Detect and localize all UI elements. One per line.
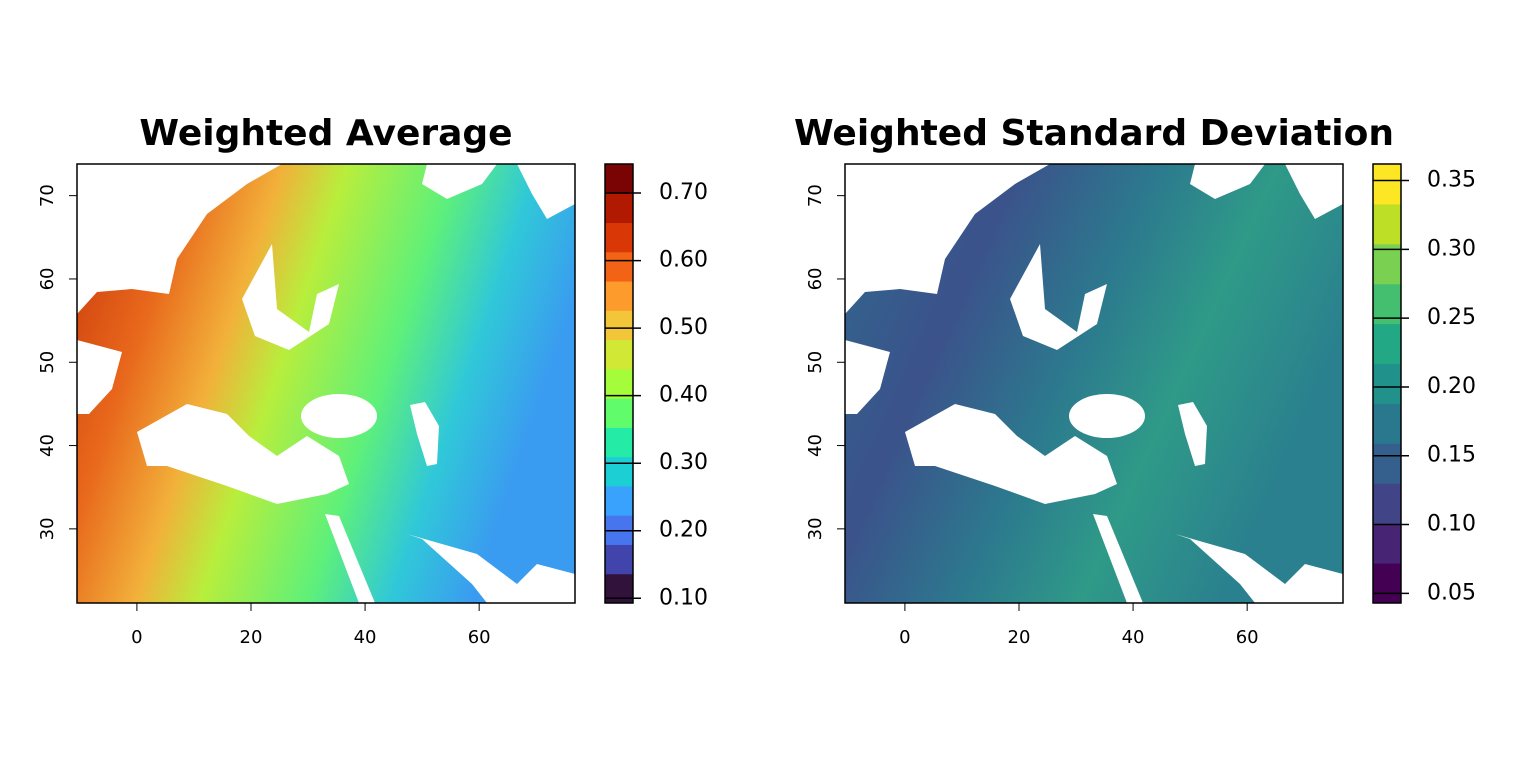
colorbar-tick-label: 0.05: [1427, 580, 1476, 605]
y-tick-label: 30: [805, 517, 826, 540]
y-tick-label: 40: [37, 434, 58, 457]
x-tick-label: 20: [1008, 627, 1031, 648]
x-tick-label: 40: [1122, 627, 1145, 648]
colorbar-segment: [605, 398, 633, 428]
chart-title: Weighted Standard Deviation: [794, 113, 1394, 154]
colorbar-segment: [605, 544, 633, 575]
colorbar-tick-label: 0.10: [1427, 512, 1476, 537]
plot-frame: [76, 163, 576, 604]
x-tick-label: 60: [468, 627, 491, 648]
x-tick-label: 40: [354, 627, 377, 648]
colorbar-segment: [1373, 483, 1401, 524]
x-tick-label: 0: [131, 627, 142, 648]
colorbar-tick-label: 0.20: [659, 518, 708, 543]
colorbar-segment: [605, 193, 633, 224]
colorbar-segment: [1373, 164, 1401, 205]
colorbar-tick-label: 0.20: [1427, 374, 1476, 399]
colorbar-segment: [1373, 243, 1401, 285]
chart-title: Weighted Average: [139, 113, 512, 154]
colorbar-segment: [605, 427, 633, 458]
colorbar-segment: [605, 485, 633, 516]
colorbar-tick-label: 0.30: [1427, 236, 1476, 261]
colorbar-segment: [1373, 403, 1401, 444]
colorbar-segment: [605, 368, 633, 399]
colorbar-tick-label: 0.30: [659, 450, 708, 475]
colorbar-segment: [605, 222, 633, 253]
colorbar-segment: [1373, 323, 1401, 365]
colorbar-tick-label: 0.35: [1427, 168, 1476, 193]
y-tick-label: 30: [37, 517, 58, 540]
colorbar-segment: [1373, 523, 1401, 564]
colorbar-segment: [605, 339, 633, 370]
colorbar-tick-label: 0.60: [659, 248, 708, 273]
x-tick-label: 0: [899, 627, 910, 648]
y-tick-label: 50: [805, 351, 826, 374]
colorbar-segment: [605, 573, 633, 604]
colorbar-segment: [605, 251, 633, 282]
y-tick-label: 70: [37, 184, 58, 207]
y-tick-label: 40: [805, 434, 826, 457]
colorbar-tick-label: 0.70: [659, 180, 708, 205]
colorbar-tick-label: 0.40: [659, 383, 708, 408]
colorbar-frame: [1372, 163, 1402, 604]
colorbar-segment: [1373, 203, 1401, 245]
colorbar-segment: [605, 164, 633, 194]
colorbar-segment: [605, 281, 633, 311]
colorbar-tick-label: 0.50: [659, 315, 708, 340]
x-tick-label: 60: [1236, 627, 1259, 648]
colorbar-tick-label: 0.25: [1427, 305, 1476, 330]
colorbar-segment: [1373, 363, 1401, 404]
y-tick-label: 60: [37, 268, 58, 291]
colorbar-segment: [1373, 563, 1401, 604]
y-tick-label: 50: [37, 351, 58, 374]
plot-frame: [844, 163, 1344, 604]
colorbar-segment: [605, 456, 633, 487]
colorbar-tick-label: 0.15: [1427, 443, 1476, 468]
y-tick-label: 60: [805, 268, 826, 291]
x-tick-label: 20: [240, 627, 263, 648]
y-tick-label: 70: [805, 184, 826, 207]
colorbar-tick-label: 0.10: [659, 585, 708, 610]
colorbar-frame: [604, 163, 634, 604]
colorbar-segment: [605, 310, 633, 341]
colorbar-segment: [1373, 443, 1401, 484]
